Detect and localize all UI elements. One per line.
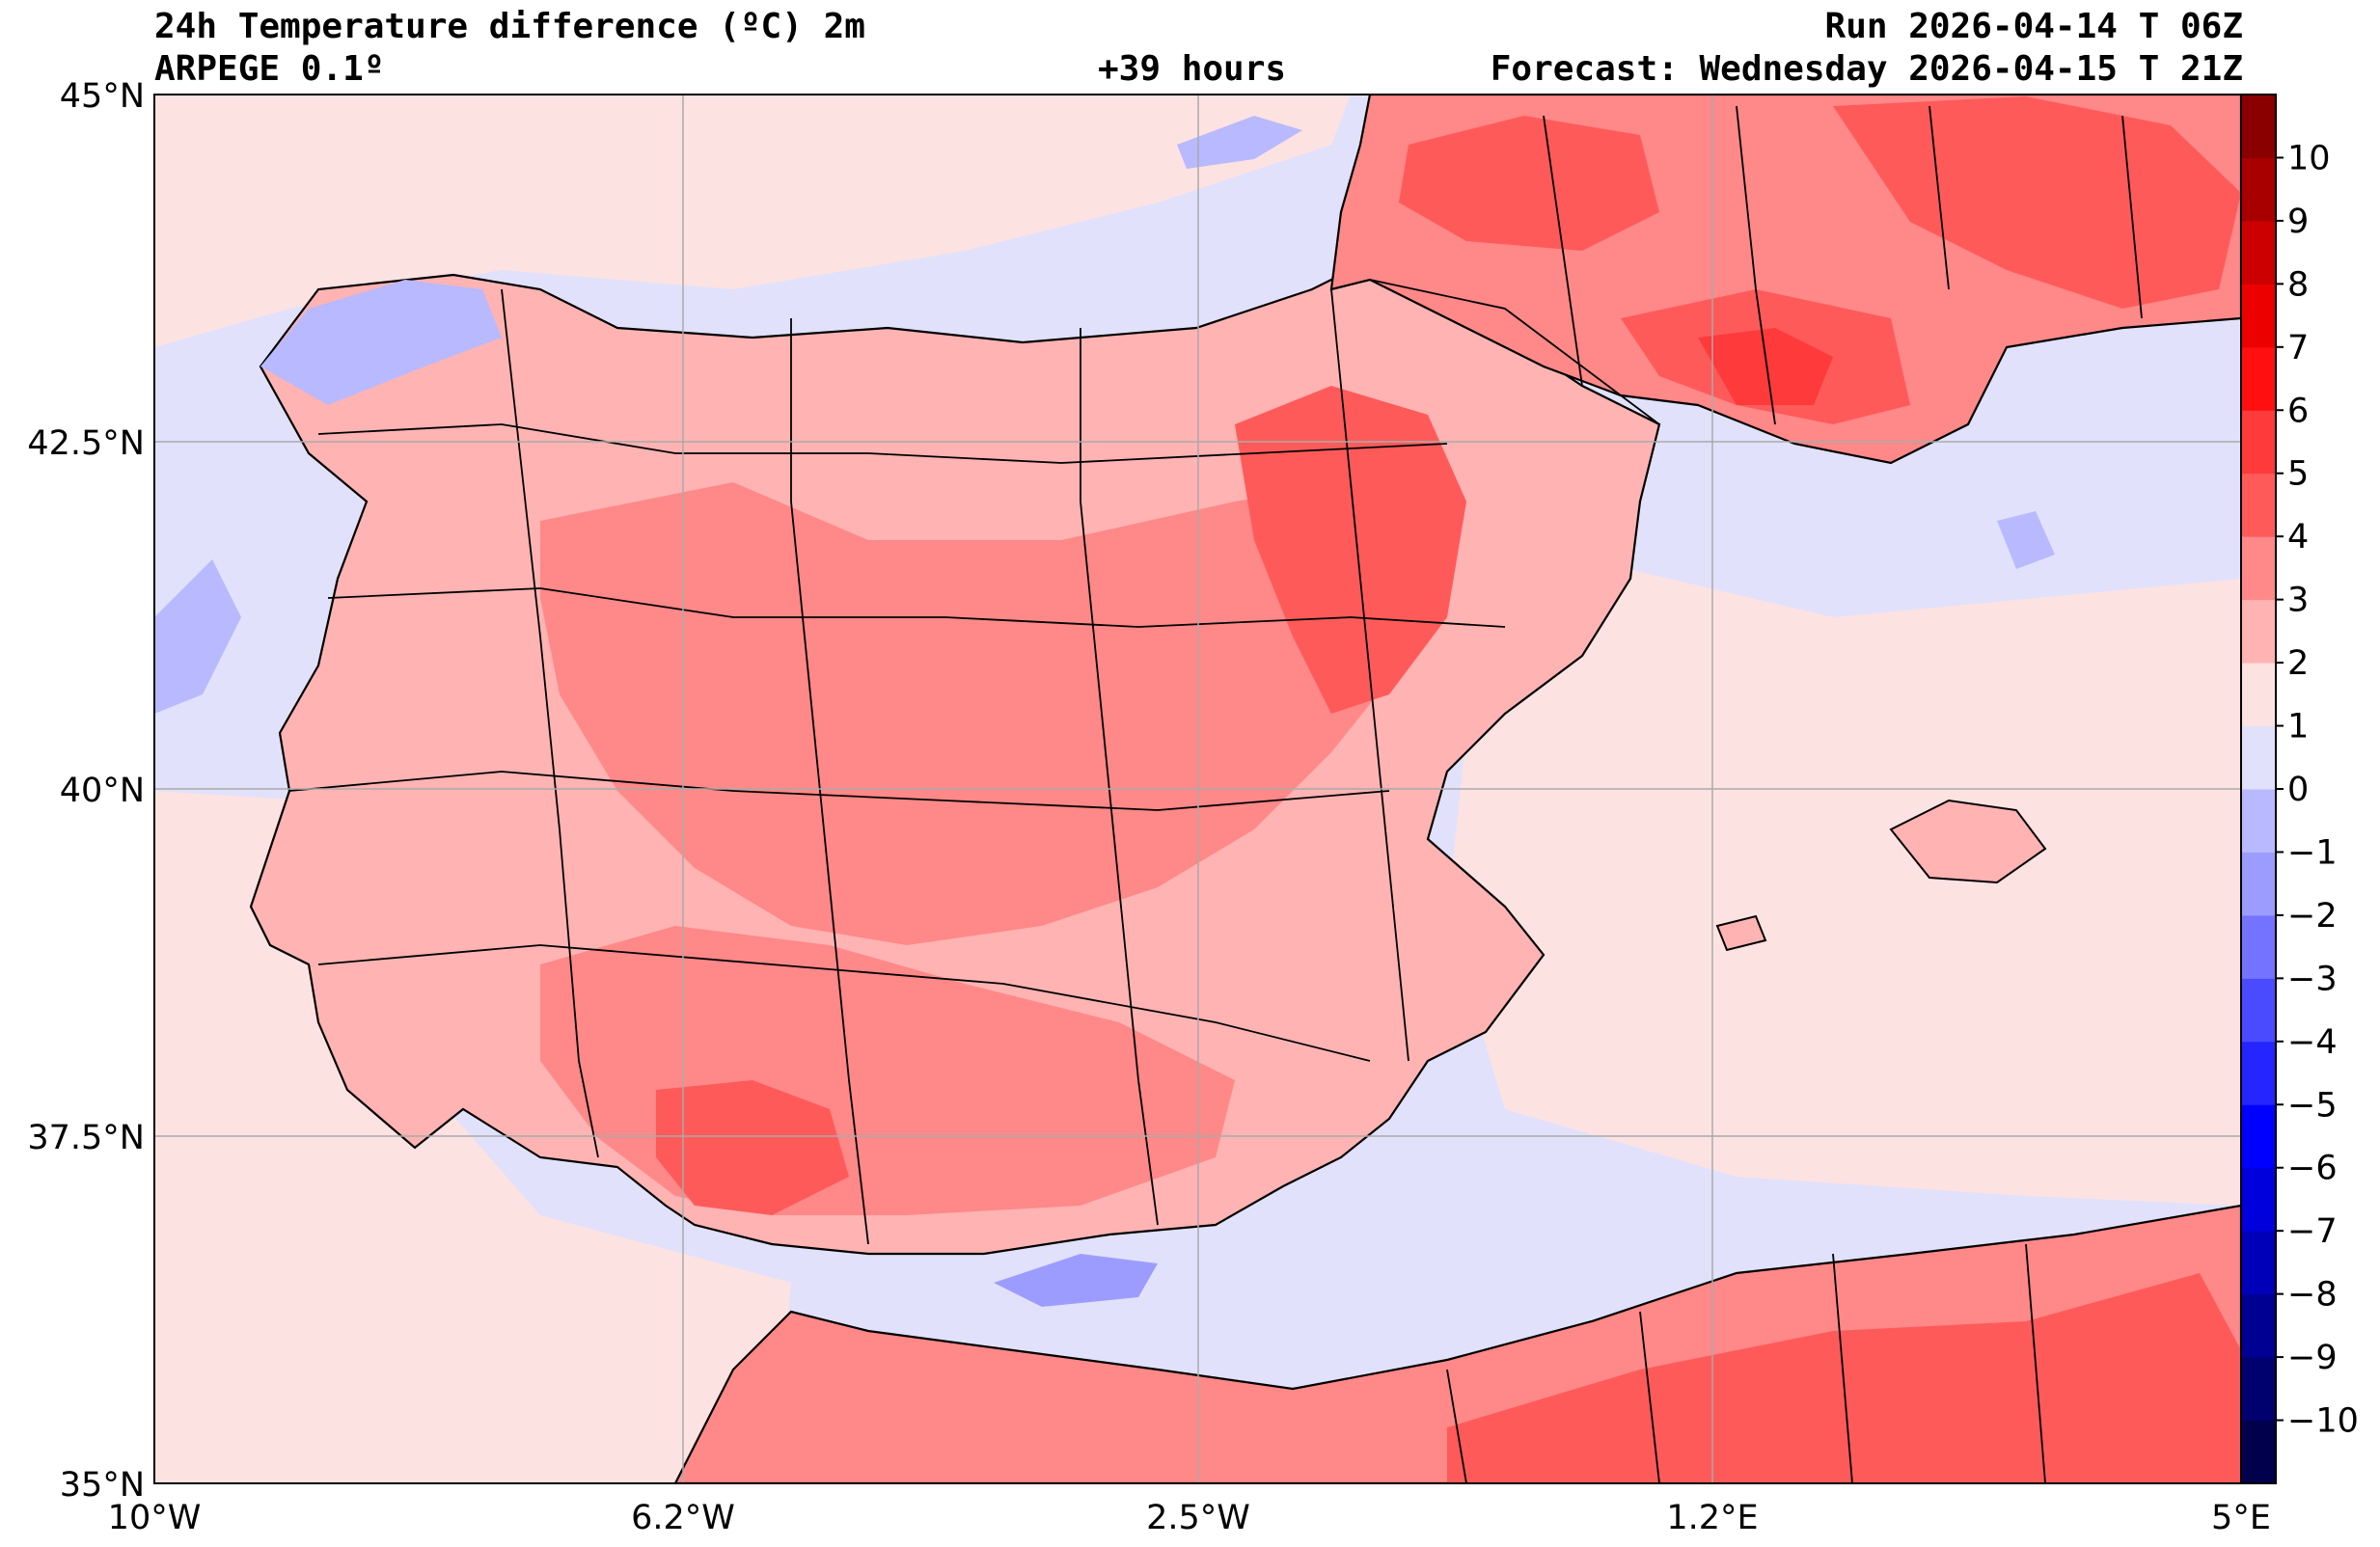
balearic-islands [1715,799,2047,952]
colorbar-tick-label: −6 [2287,1150,2338,1188]
run-time: Run 2026-04-14 T 06Z [1824,7,2243,46]
lat-label-35: 35°N [60,1466,145,1505]
cool-anomaly-atlantic [154,559,241,714]
cool-anomaly-lion-gulf [1997,511,2055,569]
colorbar-segment [2241,1104,2276,1169]
colorbar-segment [2241,789,2276,853]
colorbar-tick-label: 6 [2287,392,2309,430]
cool-anomaly-alboran [994,1254,1158,1307]
graticule [154,95,2241,1483]
colorbar-segment [2241,1357,2276,1422]
colorbar-tick-label: 9 [2287,203,2309,241]
atlantic-positive-area [154,95,1351,347]
colorbar-segment [2241,220,2276,285]
forecast-time: Forecast: Wednesday 2026-04-15 T 21Z [1490,49,2243,89]
colorbar-segment [2241,725,2276,790]
lon-axis: 10°W 6.2°W 2.5°W 1.2°E 5°E [108,1499,2271,1537]
warm-anomaly-central [540,482,1428,945]
colorbar-segment [2241,852,2276,916]
colorbar-segment [2241,473,2276,537]
mediterranean-positive-area [1447,540,2241,1206]
field-layer [154,95,2241,1483]
admin-borders [288,105,2143,1483]
lat-label-40: 40°N [60,772,145,810]
warm-anomaly-france-north [1399,116,1659,251]
colorbar-segment [2241,1167,2276,1232]
colorbar-segment [2241,914,2276,979]
lon-label-10w: 10°W [108,1499,202,1537]
colorbar-segment [2241,284,2276,348]
colorbar-tick-label: 2 [2287,644,2309,683]
lat-label-42-5: 42.5°N [27,424,145,463]
colorbar-tick-label: −2 [2287,897,2338,936]
colorbar-tick-label: 7 [2287,329,2309,367]
colorbar-tick-label: 1 [2287,708,2309,746]
colorbar-tick-label: 10 [2287,139,2331,177]
colorbar-segment [2241,1231,2276,1295]
colorbar-tick-label: −8 [2287,1276,2338,1315]
warm-anomaly-pyrenees [1698,328,1833,405]
colorbar-segment [2241,663,2276,727]
lead-time: +39 hours [1098,49,1287,89]
colorbar-segment [2241,1293,2276,1358]
cool-anomaly-galicia [260,280,502,405]
colorbar-tick-label: 4 [2287,518,2309,556]
lat-axis: 45°N 42.5°N 40°N 37.5°N 35°N [27,77,145,1505]
lat-label-37-5: 37.5°N [27,1119,145,1157]
colorbar-segment [2241,95,2276,158]
colorbar-segment [2241,536,2276,601]
colorbar-tick-label: −4 [2287,1023,2338,1062]
colorbar-segment [2241,410,2276,475]
colorbar-segment [2241,157,2276,222]
colorbar-segment [2241,599,2276,664]
lon-label-2-5w: 2.5°W [1146,1499,1250,1537]
lon-label-5e: 5°E [2211,1499,2271,1537]
cool-anomaly-biscay [1177,116,1302,169]
colorbar-tick-label: −5 [2287,1086,2338,1125]
colorbar-tick-label: −3 [2287,960,2338,998]
colorbar-segment [2241,978,2276,1043]
lon-label-6-2w: 6.2°W [631,1499,735,1537]
model-label: ARPEGE 0.1º [154,49,385,89]
warm-anomaly-ebro [1235,386,1466,714]
colorbar-segment [2241,346,2276,411]
colorbar-tick-label: 5 [2287,455,2309,494]
colorbar-tick-label: −10 [2287,1402,2359,1441]
colorbar-segment [2241,1041,2276,1105]
colorbar-tick-label: 8 [2287,265,2309,304]
colorbar-segment [2241,1420,2276,1484]
map-title: 24h Temperature difference (ºC) 2m [154,7,865,46]
warm-anomaly-alps [1833,96,2241,309]
colorbar-tick-label: −9 [2287,1339,2338,1377]
lon-label-1-2e: 1.2°E [1666,1499,1758,1537]
lat-label-45: 45°N [60,77,145,116]
warm-anomaly-andalusia [656,1080,849,1215]
colorbar-tick-label: −7 [2287,1212,2338,1251]
colorbar-tick-label: −1 [2287,833,2338,872]
colorbar-tick-label: 3 [2287,582,2309,620]
colorbar-tick-label: 0 [2287,771,2309,809]
